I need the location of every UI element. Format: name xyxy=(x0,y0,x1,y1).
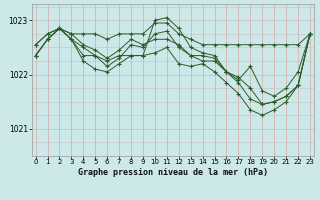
X-axis label: Graphe pression niveau de la mer (hPa): Graphe pression niveau de la mer (hPa) xyxy=(78,168,268,177)
